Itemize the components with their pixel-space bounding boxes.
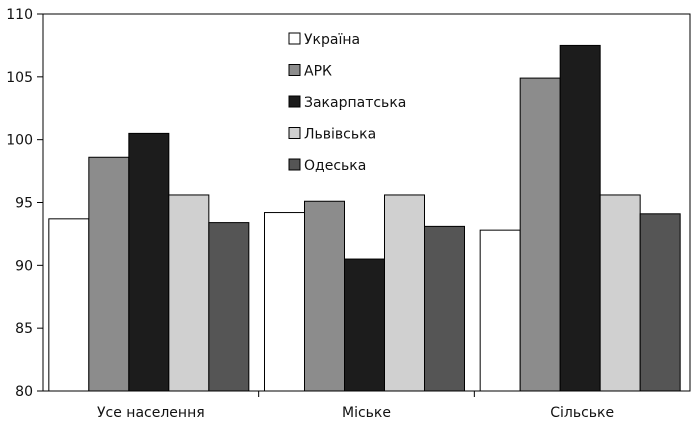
- legend-swatch: [288, 64, 301, 76]
- bar: [88, 156, 130, 392]
- legend-label: Одеська: [304, 158, 366, 174]
- y-tick-label: 110: [6, 7, 33, 23]
- y-tick-label: 95: [15, 196, 33, 212]
- y-tick-label: 90: [15, 258, 33, 274]
- legend-label: Львівська: [304, 127, 376, 143]
- y-tick-label: 80: [15, 384, 33, 400]
- bar: [304, 200, 345, 392]
- y-tick-label: 85: [15, 321, 33, 337]
- legend-label: Україна: [304, 32, 360, 48]
- legend-swatch: [288, 32, 301, 45]
- bar: [128, 132, 170, 392]
- x-category-label: Міське: [342, 405, 391, 421]
- bar: [519, 77, 561, 392]
- bar: [168, 194, 210, 392]
- legend-swatch: [288, 127, 301, 139]
- x-axis: Усе населення Міське Сільське: [97, 391, 614, 421]
- bar: [639, 213, 681, 392]
- bar: [208, 222, 250, 392]
- bar: [264, 212, 305, 392]
- y-tick-label: 100: [6, 133, 33, 149]
- x-category-label: Усе населення: [97, 405, 205, 421]
- bars: [48, 44, 681, 392]
- bar: [599, 194, 641, 392]
- bar: [384, 194, 425, 392]
- y-tick-label: 105: [6, 70, 33, 86]
- bar: [344, 258, 385, 392]
- bar: [559, 44, 601, 392]
- legend-swatch: [288, 158, 301, 171]
- legend: Україна АРК Закарпатська Львівська Одеська: [288, 32, 406, 174]
- bar: [424, 225, 465, 392]
- legend-swatch: [288, 95, 301, 108]
- bar: [48, 218, 90, 392]
- x-category-label: Сільське: [550, 405, 614, 421]
- y-axis: 80 85 90 95 100 105 110: [6, 7, 43, 400]
- bar: [479, 229, 521, 392]
- legend-label: Закарпатська: [304, 95, 406, 111]
- legend-label: АРК: [304, 64, 332, 80]
